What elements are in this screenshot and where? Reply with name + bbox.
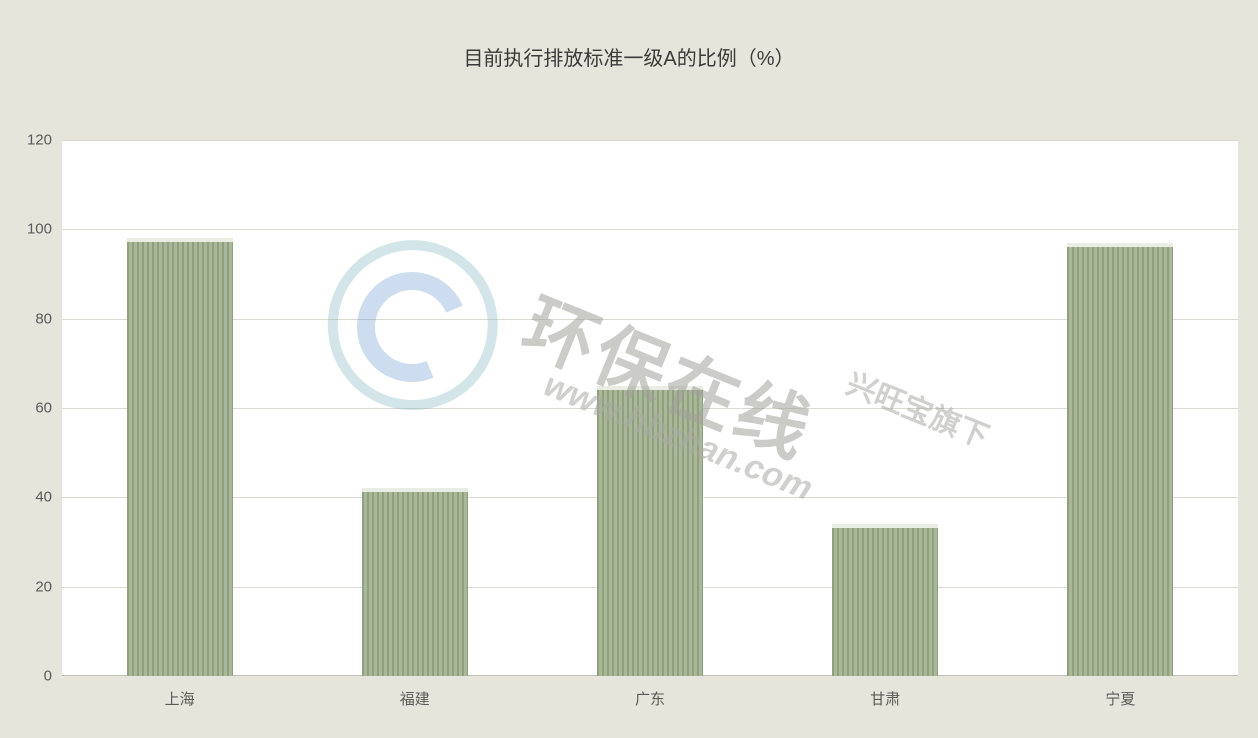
bar-top-highlight <box>1067 243 1173 247</box>
bar-top-highlight <box>127 238 233 242</box>
x-tick-label: 广东 <box>635 688 665 709</box>
bar <box>127 238 233 676</box>
gridline <box>62 319 1238 320</box>
y-tick-label: 120 <box>27 132 52 149</box>
bar-fill <box>127 238 233 676</box>
bar-top-highlight <box>362 488 468 492</box>
y-tick-label: 0 <box>44 668 52 685</box>
y-tick-label: 80 <box>35 310 52 327</box>
bar <box>832 524 938 676</box>
x-tick-label: 宁夏 <box>1105 688 1135 709</box>
chart-container: 目前执行排放标准一级A的比例（%） 020406080100120上海福建广东甘… <box>0 0 1258 735</box>
y-tick-label: 20 <box>35 578 52 595</box>
bar-fill <box>832 524 938 676</box>
gridline <box>62 140 1238 141</box>
plot-area: 020406080100120上海福建广东甘肃宁夏 <box>62 140 1238 676</box>
bar-fill <box>597 386 703 676</box>
x-tick-label: 福建 <box>400 688 430 709</box>
bar-top-highlight <box>832 524 938 528</box>
bar <box>362 488 468 676</box>
bar <box>597 386 703 676</box>
y-tick-label: 100 <box>27 221 52 238</box>
x-tick-label: 甘肃 <box>870 688 900 709</box>
y-tick-label: 60 <box>35 400 52 417</box>
x-tick-label: 上海 <box>165 688 195 709</box>
bar-top-highlight <box>597 386 703 390</box>
bar-fill <box>362 488 468 676</box>
chart-title: 目前执行排放标准一级A的比例（%） <box>0 42 1258 71</box>
gridline <box>62 229 1238 230</box>
bar <box>1067 243 1173 676</box>
bar-fill <box>1067 243 1173 676</box>
y-tick-label: 40 <box>35 489 52 506</box>
